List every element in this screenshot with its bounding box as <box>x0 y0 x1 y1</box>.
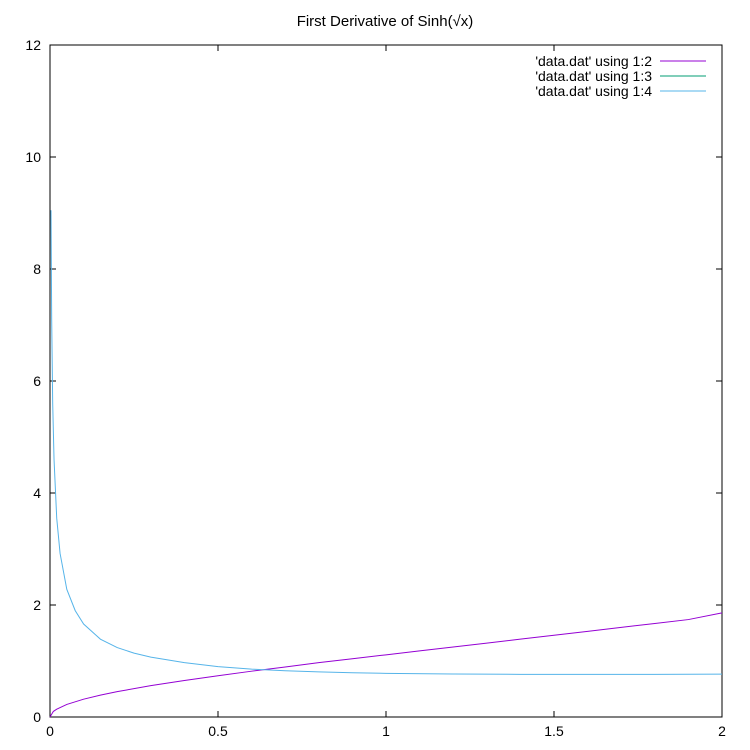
x-tick-label: 1 <box>382 723 390 739</box>
y-tick-label: 2 <box>33 597 41 613</box>
plot-frame <box>49 44 723 718</box>
x-tick-label: 2 <box>718 723 726 739</box>
y-tick-label: 12 <box>25 37 41 53</box>
series-line-3 <box>50 210 723 675</box>
y-tick-label: 4 <box>33 485 41 501</box>
series-line-1 <box>49 612 723 718</box>
x-tick-label: 1.5 <box>544 723 564 739</box>
plot-area: 0 0.5 1 1.5 2 0 2 4 6 8 10 12 <box>25 37 726 739</box>
legend-label-2: 'data.dat' using 1:3 <box>535 68 652 84</box>
y-tick-label: 8 <box>33 261 41 277</box>
x-tick-label: 0.5 <box>208 723 228 739</box>
legend: 'data.dat' using 1:2'data.dat' using 1:3… <box>535 53 706 99</box>
y-tick-label: 0 <box>33 709 41 725</box>
y-tick-label: 10 <box>25 149 41 165</box>
y-tick-label: 6 <box>33 373 41 389</box>
chart-title: First Derivative of Sinh(√x) <box>297 13 474 30</box>
legend-label-1: 'data.dat' using 1:2 <box>535 53 652 69</box>
legend-label-3: 'data.dat' using 1:4 <box>535 83 652 99</box>
x-tick-label: 0 <box>46 723 54 739</box>
